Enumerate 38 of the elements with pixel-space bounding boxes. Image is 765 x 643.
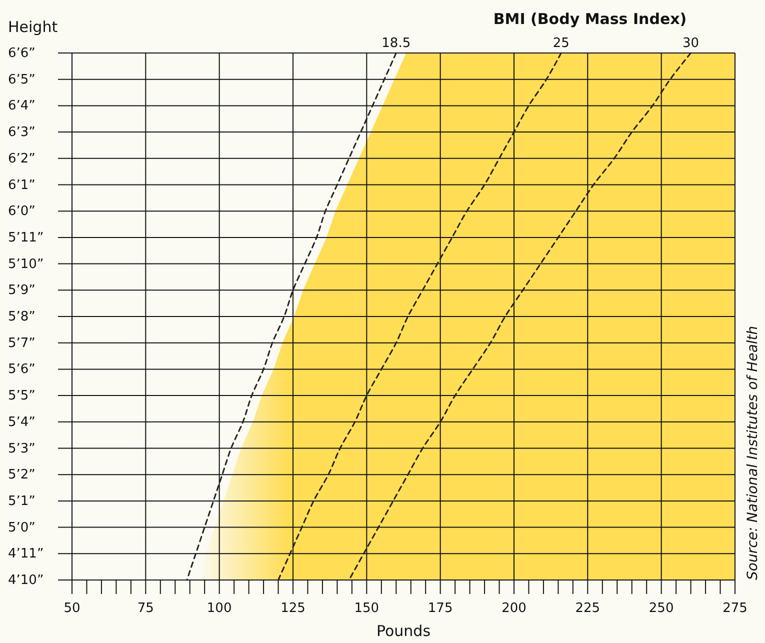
- y-tick-label: 5’9”: [8, 283, 36, 298]
- y-tick-label: 6’2”: [8, 151, 36, 166]
- x-tick-label: 125: [280, 601, 306, 616]
- y-tick-label: 5’0”: [8, 520, 36, 536]
- x-axis-title: Pounds: [376, 622, 431, 640]
- y-tick-label: 5’7”: [8, 336, 36, 351]
- y-tick-label: 5’3”: [8, 441, 36, 456]
- x-tick-label: 50: [64, 601, 80, 616]
- series-label: 18.5: [382, 36, 411, 51]
- y-tick-label: 6’3”: [8, 125, 36, 140]
- y-tick-label: 5’1”: [8, 494, 36, 509]
- y-tick-label: 6’4”: [8, 98, 36, 114]
- series-label: 25: [552, 36, 570, 51]
- y-tick-label: 5’11”: [8, 230, 44, 246]
- y-tick-label: 6’5”: [8, 72, 36, 88]
- x-tick-label: 250: [648, 601, 674, 616]
- y-axis-title: Height: [8, 18, 58, 36]
- x-tick-label: 225: [575, 601, 600, 616]
- y-tick-label: 5’10”: [8, 256, 44, 272]
- y-tick-label: 5’8”: [8, 310, 36, 324]
- x-tick-label: 275: [722, 601, 748, 616]
- y-tick-label: 5’4”: [8, 414, 36, 430]
- y-tick-label: 6’1”: [8, 178, 36, 193]
- x-tick-label: 100: [206, 601, 232, 616]
- y-tick-label: 5’2”: [8, 468, 36, 483]
- y-tick-label: 4’10”: [8, 573, 44, 588]
- x-tick-label: 175: [428, 601, 453, 616]
- x-tick-label: 200: [502, 601, 526, 616]
- series-label: 30: [682, 36, 700, 51]
- x-tick-label: 150: [354, 601, 380, 616]
- x-tick-label: 75: [137, 601, 154, 616]
- y-tick-label: 5’6”: [8, 362, 36, 378]
- y-tick-label: 5’5”: [8, 388, 36, 404]
- legend-title: BMI (Body Mass Index): [493, 10, 687, 28]
- source-note: Source: National Institutes of Health: [745, 326, 761, 580]
- y-tick-label: 6’6”: [8, 46, 36, 61]
- y-tick-label: 4’11”: [8, 546, 44, 562]
- y-tick-label: 6’0”: [8, 204, 36, 220]
